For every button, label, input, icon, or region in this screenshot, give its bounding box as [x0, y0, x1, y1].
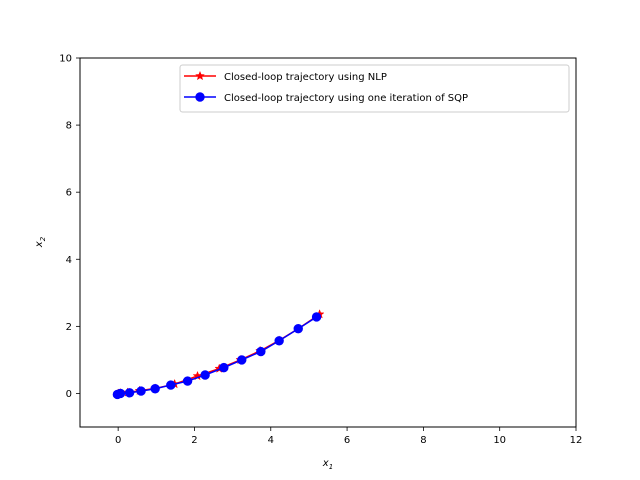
series-1 — [112, 312, 322, 400]
y-axis-label: x2 — [34, 236, 47, 248]
data-point — [293, 324, 303, 334]
x-tick-label: 2 — [191, 435, 197, 446]
x-tick-label: 12 — [570, 435, 583, 446]
y-tick-label: 8 — [66, 121, 72, 132]
y-tick-label: 6 — [66, 188, 72, 199]
legend-box — [179, 64, 570, 113]
y-tick-label: 4 — [66, 255, 72, 266]
x-tick-label: 0 — [115, 435, 121, 446]
data-point — [136, 386, 146, 396]
x-tick-label: 4 — [268, 435, 274, 446]
legend-entry: Closed-loop trajectory using one iterati… — [184, 92, 468, 104]
legend-label: Closed-loop trajectory using one iterati… — [224, 93, 468, 104]
x-tick-label: 8 — [420, 435, 426, 446]
legend: Closed-loop trajectory using NLP Closed-l… — [179, 64, 570, 113]
data-point — [200, 370, 210, 380]
data-point — [256, 346, 266, 357]
data-point — [166, 380, 176, 390]
data-point — [150, 384, 160, 394]
data-point — [237, 355, 247, 365]
data-point — [311, 312, 322, 322]
legend-marker — [195, 70, 205, 81]
y-tick-label: 0 — [66, 389, 72, 400]
y-tick-label: 10 — [59, 54, 72, 65]
x-tick-label: 6 — [344, 435, 350, 446]
x-axis-label: x1 — [322, 458, 333, 471]
axes — [79, 57, 577, 428]
legend-marker — [195, 92, 205, 102]
data-point — [219, 362, 229, 373]
x-tick-label: 10 — [493, 435, 506, 446]
data-point — [182, 376, 193, 386]
series-line — [118, 313, 321, 395]
series-group — [112, 309, 325, 400]
legend-label: Closed-loop trajectory using NLP — [224, 72, 387, 83]
series-line — [117, 316, 317, 396]
y-tick-label: 2 — [66, 322, 72, 333]
ticks: 0 2 4 6 8 10 12 0 2 4 6 8 10 — [59, 54, 582, 447]
plot-frame — [79, 57, 577, 428]
data-point — [274, 336, 284, 346]
series-0 — [113, 309, 325, 398]
legend-entry: Closed-loop trajectory using NLP — [184, 70, 387, 83]
data-point — [124, 388, 135, 398]
data-point — [115, 388, 126, 399]
